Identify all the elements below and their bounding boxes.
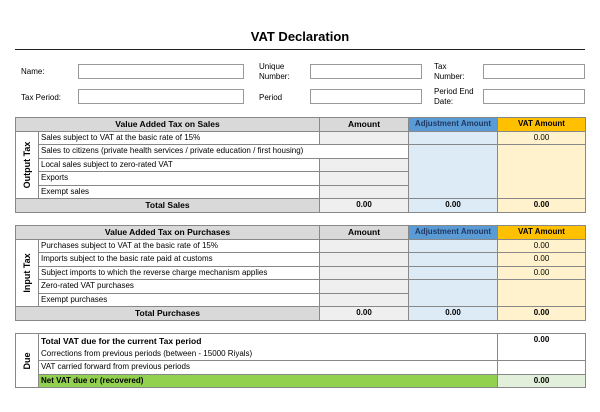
purchases-header: Value Added Tax on Purchases — [15, 225, 320, 240]
input-tax-label: Input Tax — [15, 238, 39, 307]
total-sales-label: Total Sales — [15, 198, 320, 213]
adjustment-header: Adjustment Amount — [408, 225, 498, 240]
purchases-row: Subject imports to which the reverse cha… — [38, 265, 320, 280]
output-tax-label: Output Tax — [15, 130, 39, 199]
name-input[interactable] — [78, 64, 244, 79]
unique-number-label: Unique Number: — [259, 62, 290, 81]
total-sales-vat: 0.00 — [497, 198, 586, 213]
due-row: VAT carried forward from previous period… — [38, 360, 498, 375]
purchases-row: Zero-rated VAT purchases — [38, 279, 320, 294]
purchases-row: Exempt purchases — [38, 292, 320, 307]
amount-header: Amount — [319, 225, 409, 240]
total-vat-due: 0.00 — [497, 333, 586, 361]
sales-row: Exempt sales — [38, 184, 320, 199]
vat-cell: 0.00 — [497, 238, 586, 253]
total-purchases-label: Total Purchases — [15, 306, 320, 321]
adjustment-cell[interactable] — [408, 144, 498, 199]
adjustment-cell[interactable] — [408, 252, 498, 267]
tax-number-label: Tax Number: — [434, 62, 465, 81]
due-row: Total VAT due for the current Tax period — [38, 333, 498, 347]
amount-cell[interactable] — [319, 157, 409, 172]
purchases-row: Imports subject to the basic rate paid a… — [38, 252, 320, 267]
sales-row: Local sales subject to zero-rated VAT — [38, 157, 320, 172]
amount-cell[interactable] — [319, 130, 409, 145]
total-purchases-vat: 0.00 — [497, 306, 586, 321]
vat-header: VAT Amount — [497, 117, 586, 132]
carried-forward-cell[interactable] — [497, 360, 586, 375]
amount-header: Amount — [319, 117, 409, 132]
name-label: Name: — [21, 67, 45, 76]
sales-row: Exports — [38, 171, 320, 186]
vat-cell: 0.00 — [497, 265, 586, 280]
due-label: Due — [15, 333, 39, 388]
tax-number-input[interactable] — [483, 64, 585, 79]
sales-header: Value Added Tax on Sales — [15, 117, 320, 132]
sales-table: Value Added Tax on Sales Amount Adjustment… — [15, 117, 586, 213]
purchases-table: Value Added Tax on Purchases Amount Adjust… — [15, 225, 586, 321]
due-table: Due Total VAT due for the current Tax per… — [15, 333, 586, 388]
tax-period-label: Tax Period: — [21, 93, 62, 102]
period-end-date-input[interactable] — [483, 89, 585, 104]
title-divider — [15, 49, 585, 50]
adjustment-cell[interactable] — [408, 130, 498, 145]
adjustment-cell[interactable] — [408, 265, 498, 280]
amount-cell[interactable] — [319, 252, 409, 267]
total-sales-adjustment: 0.00 — [408, 198, 498, 213]
amount-cell[interactable] — [319, 238, 409, 253]
period-end-date-label: Period End Date: — [434, 87, 474, 106]
adjustment-cell[interactable] — [408, 238, 498, 253]
due-row: Corrections from previous periods (betwe… — [38, 347, 498, 361]
total-purchases-adjustment: 0.00 — [408, 306, 498, 321]
vat-cell: 0.00 — [497, 130, 586, 145]
amount-cell[interactable] — [319, 265, 409, 280]
total-sales-amount: 0.00 — [319, 198, 409, 213]
sales-row: Sales subject to VAT at the basic rate o… — [38, 130, 320, 145]
vat-cell — [497, 279, 586, 307]
period-input[interactable] — [310, 89, 422, 104]
net-vat-row: Net VAT due or (recovered) — [38, 373, 498, 388]
net-vat-value: 0.00 — [497, 373, 586, 388]
adjustment-header: Adjustment Amount — [408, 117, 498, 132]
page-title: VAT Declaration — [250, 29, 350, 44]
amount-cell[interactable] — [319, 292, 409, 307]
tax-period-input[interactable] — [78, 89, 244, 104]
vat-cell — [497, 144, 586, 199]
period-label: Period — [259, 93, 283, 102]
amount-cell[interactable] — [319, 279, 409, 294]
adjustment-cell[interactable] — [408, 279, 498, 307]
vat-cell: 0.00 — [497, 252, 586, 267]
amount-cell[interactable] — [319, 184, 409, 199]
purchases-row: Purchases subject to VAT at the basic ra… — [38, 238, 320, 253]
total-purchases-amount: 0.00 — [319, 306, 409, 321]
unique-number-input[interactable] — [310, 64, 422, 79]
sales-row: Sales to citizens (private health servic… — [38, 144, 409, 159]
vat-header: VAT Amount — [497, 225, 586, 240]
amount-cell[interactable] — [319, 171, 409, 186]
